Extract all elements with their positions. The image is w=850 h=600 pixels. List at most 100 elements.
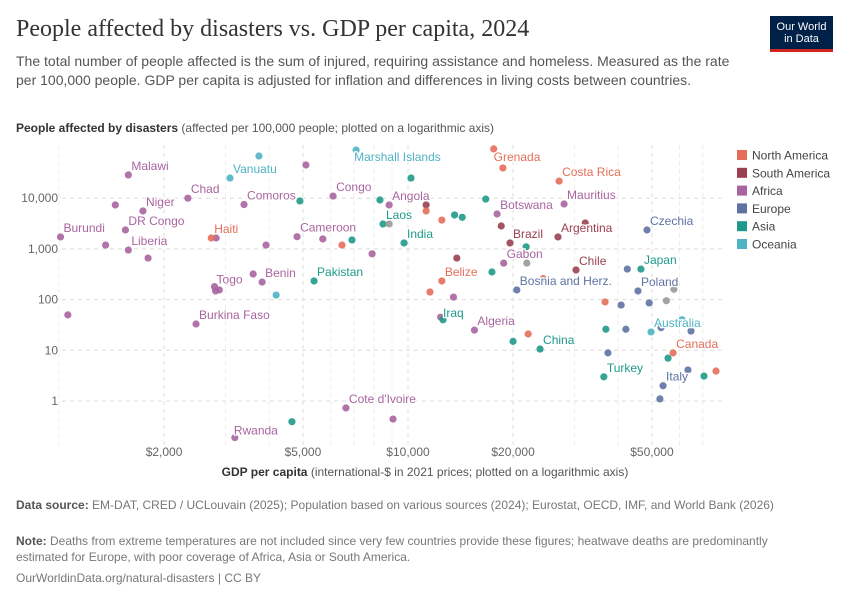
point-label: Angola <box>392 189 430 203</box>
data-point <box>255 152 263 160</box>
data-point <box>368 250 376 258</box>
point-label: Japan <box>644 253 677 267</box>
point-label: Benin <box>265 266 296 280</box>
data-point <box>56 233 65 241</box>
data-point <box>262 241 270 249</box>
y-axis-label: People affected by disasters (affected p… <box>16 121 494 135</box>
data-point <box>601 298 609 306</box>
data-point <box>207 234 215 242</box>
data-point <box>555 177 563 185</box>
data-point <box>385 220 393 228</box>
point-label: Burkina Faso <box>199 308 270 322</box>
data-point <box>458 213 466 221</box>
data-point <box>319 235 327 243</box>
data-point <box>184 194 192 202</box>
data-point <box>670 285 678 293</box>
point-label: Gabon <box>507 247 543 261</box>
data-point <box>439 316 447 324</box>
data-point <box>389 415 397 423</box>
data-point <box>438 216 446 224</box>
owid-logo[interactable]: Our World in Data <box>770 16 833 52</box>
data-point <box>422 201 430 209</box>
x-axis-label: GDP per capita (international-$ in 2021 … <box>0 465 850 479</box>
x-tick-label: $10,000 <box>386 445 430 459</box>
data-point <box>488 268 496 276</box>
data-point <box>572 266 580 274</box>
y-tick-label: 1,000 <box>28 242 58 256</box>
legend-label-africa: Africa <box>752 184 783 198</box>
point-label: Brazil <box>513 227 543 241</box>
data-point <box>451 211 459 219</box>
data-point <box>687 327 695 335</box>
data-point <box>602 325 610 333</box>
data-point <box>684 366 692 374</box>
data-point <box>64 311 72 319</box>
point-label: DR Congo <box>128 214 184 228</box>
data-point <box>700 372 708 380</box>
data-point <box>453 254 461 262</box>
data-point <box>647 328 655 336</box>
data-point <box>240 200 248 209</box>
data-point <box>523 259 531 267</box>
credit-link[interactable]: OurWorldinData.org/natural-disasters | C… <box>16 571 261 585</box>
data-point <box>617 301 625 309</box>
data-point <box>352 146 360 154</box>
point-label: Bosnia and Herz. <box>520 274 612 288</box>
point-label: Chad <box>191 182 220 196</box>
data-point <box>426 288 434 296</box>
legend-swatch <box>737 167 747 178</box>
y-axis-label-bold: People affected by disasters <box>16 121 179 135</box>
chart-title: People affected by disasters vs. GDP per… <box>16 16 530 42</box>
x-tick-label: $5,000 <box>285 445 322 459</box>
point-label: Haiti <box>214 222 238 236</box>
data-point <box>329 192 337 200</box>
data-point <box>664 354 672 362</box>
legend-swatch <box>737 221 747 232</box>
note-label: Note: <box>16 534 47 548</box>
point-label: Burundi <box>64 221 105 235</box>
x-tick-label: $50,000 <box>630 445 674 459</box>
data-point <box>310 277 318 285</box>
point-label: Niger <box>146 195 175 209</box>
data-point <box>554 233 562 241</box>
point-label: Malawi <box>131 159 168 173</box>
data-point <box>121 226 130 234</box>
chart-subtitle: The total number of people affected is t… <box>16 53 730 88</box>
data-point <box>513 286 521 294</box>
data-point <box>522 243 530 251</box>
y-tick-label: 100 <box>38 293 58 307</box>
data-point <box>338 241 346 249</box>
data-point <box>400 239 408 247</box>
data-point <box>249 270 257 278</box>
point-label: China <box>543 333 575 347</box>
logo-line-1: Our World <box>776 21 827 33</box>
point-label: Cote d'Ivoire <box>349 392 416 406</box>
data-point <box>600 373 608 381</box>
data-point <box>604 349 612 357</box>
data-point <box>438 277 446 285</box>
data-point <box>376 196 384 204</box>
data-point <box>539 274 547 283</box>
data-point <box>524 330 532 338</box>
point-label: Poland <box>641 275 678 289</box>
data-point <box>288 418 296 426</box>
legend-label-oceania: Oceania <box>752 238 797 252</box>
x-axis-label-bold: GDP per capita <box>221 465 308 479</box>
point-label: Canada <box>676 337 718 351</box>
data-point <box>258 278 266 286</box>
y-axis-label-rest: (affected per 100,000 people; plotted on… <box>178 121 495 135</box>
legend-swatch <box>737 203 747 214</box>
data-point <box>669 349 677 357</box>
point-label: Argentina <box>561 221 613 235</box>
y-tick-label: 1 <box>51 394 58 408</box>
data-point <box>493 210 501 218</box>
point-label: Australia <box>654 316 701 330</box>
data-point <box>407 174 415 182</box>
point-label: Czechia <box>650 214 694 228</box>
data-source: Data source: EM-DAT, CRED / UCLouvain (2… <box>16 497 816 513</box>
data-point <box>656 395 664 403</box>
data-point <box>124 171 132 179</box>
data-point <box>536 345 544 353</box>
